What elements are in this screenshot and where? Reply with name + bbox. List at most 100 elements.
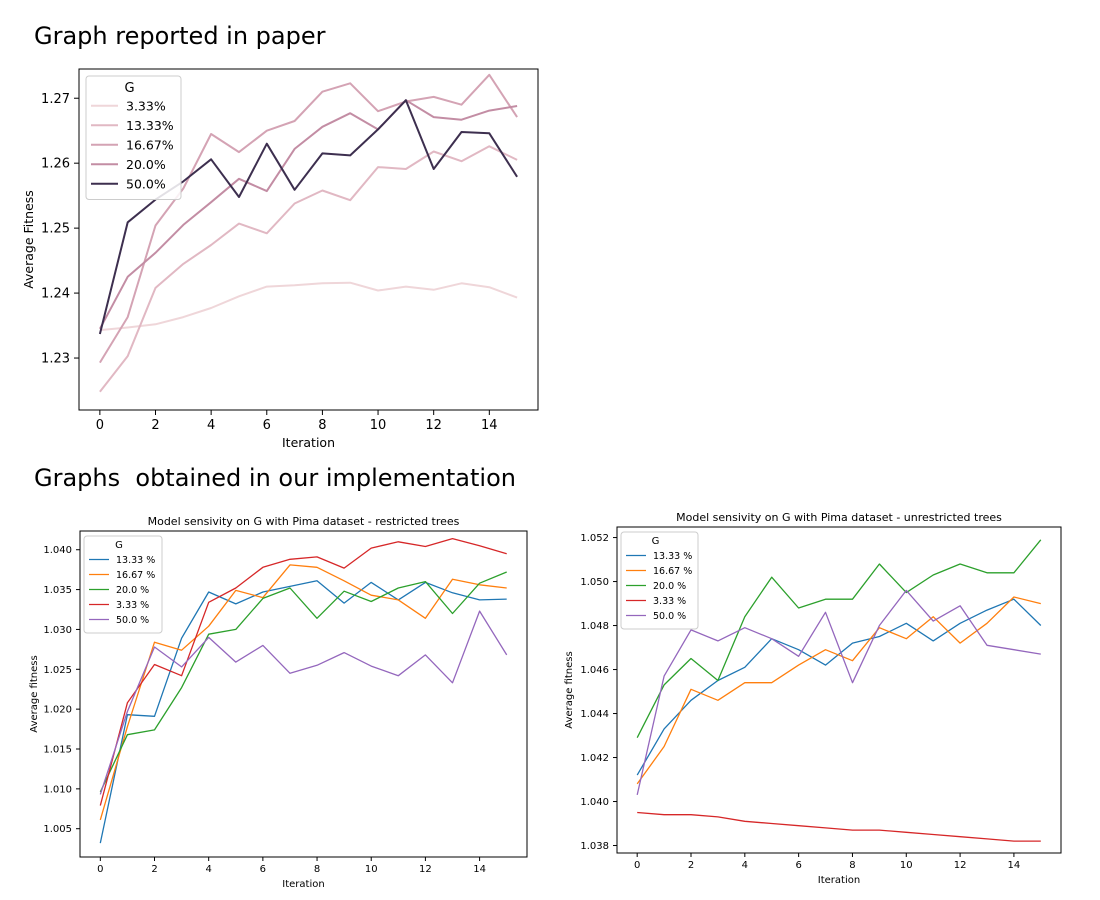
y-tick-label: 1.010	[43, 784, 72, 795]
x-tick-label: 8	[314, 864, 320, 875]
legend-label-5: 50.0 %	[116, 615, 149, 626]
series-line-1	[99, 281, 518, 332]
x-tick-label: 2	[151, 418, 159, 433]
x-tick-label: 6	[263, 418, 271, 433]
y-tick-label: 1.048	[580, 621, 609, 632]
x-axis-label: Iteration	[282, 879, 324, 890]
series-line-5	[636, 589, 1041, 796]
legend-label-3: 20.0 %	[116, 585, 149, 596]
chart-title: Model sensivity on G with Pima dataset -…	[676, 511, 1002, 524]
x-tick-label: 4	[742, 860, 748, 871]
y-tick-label: 1.050	[580, 577, 609, 588]
series-line-1	[99, 580, 507, 844]
x-tick-label: 10	[370, 418, 387, 433]
legend-label-2: 13.33%	[126, 118, 174, 133]
plot-frame	[78, 68, 539, 411]
y-tick-label: 1.044	[580, 709, 609, 720]
legend: G 3.33% 13.33% 16.67% 20.0% 50.0%	[85, 75, 182, 200]
chart-1: 0 2 4 6 8 10 12 14 1.23 1.24 1.25 1.26 1.27 Iteration…	[21, 68, 539, 450]
x-tick-label: 2	[688, 860, 694, 871]
legend-box	[85, 75, 182, 200]
legend-box	[620, 531, 699, 630]
x-tick-label: 12	[954, 860, 967, 871]
chart-3: 0 2 4 6 8 10 12 14 1.038 1.040 1.042 1.044 1.046 1.04…	[564, 511, 1062, 886]
y-tick-label: 1.24	[41, 287, 70, 302]
x-tick-label: 0	[96, 418, 104, 433]
y-tick-label: 1.27	[41, 92, 70, 107]
x-tick-label: 2	[151, 864, 157, 875]
y-tick-label: 1.020	[43, 705, 72, 716]
series-line-1	[636, 598, 1042, 776]
heading-our-graphs: Graphs obtained in our implementation	[34, 464, 516, 492]
series-line-3	[99, 571, 507, 793]
x-tick-label: 6	[260, 864, 266, 875]
plot-frame	[79, 530, 528, 858]
x-tick-label: 14	[473, 864, 486, 875]
y-tick-label: 1.042	[580, 753, 609, 764]
x-tick-label: 4	[205, 864, 211, 875]
legend-title: G	[652, 536, 660, 547]
y-axis-label: Average fitness	[29, 655, 40, 732]
legend-label-3: 16.67%	[126, 137, 174, 152]
y-tick-label: 1.26	[41, 157, 70, 172]
x-tick-label: 12	[425, 418, 442, 433]
x-axis-label: Iteration	[282, 435, 335, 450]
legend-label-3: 20.0 %	[653, 581, 686, 592]
plot-frame	[616, 526, 1062, 854]
x-tick-label: 6	[795, 860, 801, 871]
y-axis-label: Average Fitness	[21, 190, 36, 289]
y-tick-label: 1.040	[43, 545, 72, 556]
x-tick-label: 12	[419, 864, 432, 875]
series-line-3	[99, 73, 518, 364]
legend-label-4: 3.33 %	[116, 600, 149, 611]
legend-box	[83, 535, 163, 634]
legend-label-4: 3.33 %	[653, 596, 686, 607]
y-tick-label: 1.030	[43, 625, 72, 636]
y-tick-label: 1.25	[41, 222, 70, 237]
y-tick-label: 1.046	[580, 665, 609, 676]
heading-paper-graph: Graph reported in paper	[34, 22, 326, 50]
x-tick-label: 14	[481, 418, 498, 433]
x-tick-label: 4	[207, 418, 215, 433]
series-line-4	[637, 811, 1041, 842]
y-axis-label: Average fitness	[564, 651, 575, 728]
y-tick-label: 1.23	[41, 352, 70, 367]
series-line-2	[99, 564, 507, 821]
legend-label-1: 13.33 %	[653, 551, 692, 562]
x-tick-label: 8	[318, 418, 326, 433]
series-line-2	[636, 596, 1041, 785]
legend-label-4: 20.0%	[126, 157, 166, 172]
series-line-4	[99, 99, 518, 330]
chart-2: 0 2 4 6 8 10 12 14 1.005 1.010 1.015 1.020 1.025 1.03…	[29, 515, 528, 890]
legend-label-1: 13.33 %	[116, 555, 155, 566]
legend-label-5: 50.0 %	[653, 611, 686, 622]
y-tick-label: 1.052	[580, 533, 609, 544]
y-tick-label: 1.005	[43, 824, 72, 835]
y-tick-label: 1.038	[580, 841, 609, 852]
legend-title: G	[115, 540, 123, 551]
y-tick-label: 1.040	[580, 797, 609, 808]
x-tick-label: 10	[365, 864, 378, 875]
chart-title: Model sensivity on G with Pima dataset -…	[148, 515, 460, 528]
legend: G 13.33 % 16.67 % 20.0 % 3.33 % 50.0 %	[83, 535, 163, 634]
x-axis-label: Iteration	[818, 875, 860, 886]
x-tick-label: 8	[849, 860, 855, 871]
series-line-5	[99, 610, 508, 795]
y-tick-label: 1.035	[43, 585, 72, 596]
series-line-2	[99, 145, 518, 393]
y-tick-label: 1.015	[43, 744, 72, 755]
legend-title: G	[124, 81, 134, 96]
series-line-4	[99, 537, 507, 806]
legend-label-5: 50.0%	[126, 176, 166, 191]
legend-label-2: 16.67 %	[653, 566, 692, 577]
x-tick-label: 0	[634, 860, 640, 871]
x-tick-label: 10	[900, 860, 913, 871]
x-tick-label: 14	[1008, 860, 1021, 871]
legend-label-1: 3.33%	[126, 98, 166, 113]
legend: G 13.33 % 16.67 % 20.0 % 3.33 % 50.0 %	[620, 531, 699, 630]
series-line-3	[636, 539, 1042, 738]
legend-label-2: 16.67 %	[116, 570, 155, 581]
y-tick-label: 1.025	[43, 665, 72, 676]
x-tick-label: 0	[97, 864, 103, 875]
